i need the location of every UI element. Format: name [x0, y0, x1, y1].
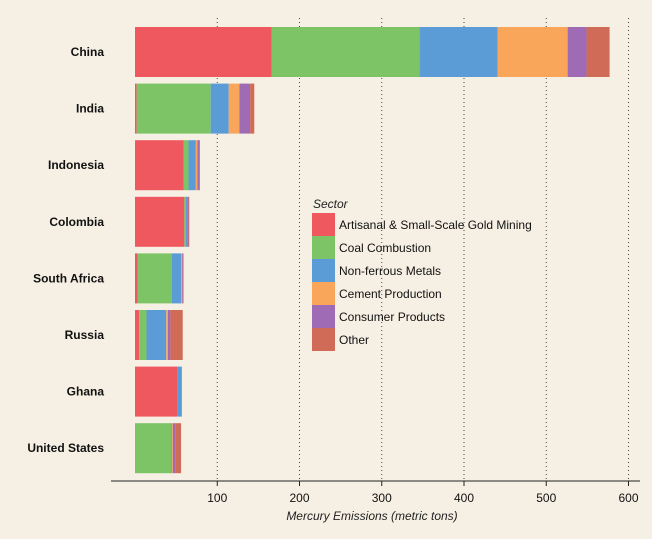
bar-indonesia-cement-production: [195, 140, 198, 191]
category-label-united-states: United States: [27, 441, 104, 455]
category-label-colombia: Colombia: [49, 215, 104, 229]
legend-items: Artisanal & Small-Scale Gold Mining Coal …: [312, 213, 532, 351]
bar-ghana-artisanal-and-small-scale-gold-mining: [135, 366, 178, 417]
x-tick-label-500: 500: [536, 491, 556, 505]
bar-united-states-non-ferrous-metals: [171, 423, 173, 474]
bar-china-artisanal-and-small-scale-gold-mining: [135, 27, 272, 77]
legend-label-cement-production: Cement Production: [339, 287, 442, 301]
category-labels: China India Indonesia Colombia South Africa R…: [27, 45, 104, 455]
bar-colombia-consumer-products: [187, 196, 189, 247]
x-axis: 100 200 300 400 500 600: [111, 480, 640, 505]
x-tick-label-300: 300: [372, 491, 392, 505]
bar-indonesia-consumer-products: [197, 140, 200, 191]
legend-swatch-coal-combustion: [312, 236, 335, 259]
bar-united-states-cement-production: [172, 423, 173, 474]
bar-south-africa-other: [182, 253, 184, 304]
legend-title: Sector: [313, 197, 349, 211]
bar-india-coal-combustion: [136, 83, 211, 134]
bar-south-africa-cement-production: [181, 253, 182, 304]
bar-south-africa-non-ferrous-metals: [172, 253, 182, 304]
bar-indonesia-artisanal-and-small-scale-gold-mining: [135, 140, 184, 191]
bar-russia-consumer-products: [167, 310, 171, 360]
legend-label-consumer-products: Consumer Products: [339, 310, 445, 324]
bar-indonesia-coal-combustion: [183, 140, 189, 191]
bar-india-other: [250, 83, 255, 134]
legend-label-coal-combustion: Coal Combustion: [339, 241, 431, 255]
legend-swatch-cement-production: [312, 282, 335, 305]
bar-colombia-non-ferrous-metals: [185, 196, 188, 247]
category-label-china: China: [71, 45, 105, 59]
bar-india-cement-production: [228, 83, 240, 134]
legend-swatch-consumer-products: [312, 305, 335, 328]
category-label-indonesia: Indonesia: [48, 158, 104, 172]
bar-colombia-artisanal-and-small-scale-gold-mining: [135, 196, 185, 247]
legend: Sector Artisanal & Small-Scale Gold Mini…: [312, 197, 532, 351]
legend-swatch-other: [312, 328, 335, 351]
legend-swatch-non-ferrous-metals: [312, 259, 335, 282]
legend-label-non-ferrous-metals: Non-ferrous Metals: [339, 264, 441, 278]
x-tick-label-100: 100: [207, 491, 227, 505]
bar-india-artisanal-and-small-scale-gold-mining: [135, 83, 137, 134]
bar-south-africa-artisanal-and-small-scale-gold-mining: [135, 253, 138, 304]
bar-russia-other: [170, 310, 183, 360]
bar-china-coal-combustion: [271, 27, 420, 77]
bar-india-non-ferrous-metals: [210, 83, 229, 134]
bar-russia-coal-combustion: [139, 310, 147, 360]
bar-russia-non-ferrous-metals: [146, 310, 167, 360]
category-label-south-africa: South Africa: [33, 271, 104, 285]
bar-colombia-coal-combustion: [184, 196, 186, 247]
bar-china-non-ferrous-metals: [419, 27, 498, 77]
bar-south-africa-consumer-products: [181, 253, 183, 304]
bar-united-states-coal-combustion: [135, 423, 172, 474]
bar-indonesia-non-ferrous-metals: [188, 140, 196, 191]
bar-china-consumer-products: [567, 27, 587, 77]
x-tick-label-200: 200: [289, 491, 309, 505]
legend-label-other: Other: [339, 333, 369, 347]
bars: [135, 27, 610, 474]
category-label-india: India: [76, 102, 104, 116]
category-label-russia: Russia: [65, 328, 105, 342]
bar-south-africa-coal-combustion: [137, 253, 173, 304]
bar-india-consumer-products: [239, 83, 251, 134]
legend-swatch-artisanal-and-small-scale-gold-mining: [312, 213, 335, 236]
legend-label-artisanal-and-small-scale-gold-mining: Artisanal & Small-Scale Gold Mining: [339, 218, 532, 232]
bar-united-states-consumer-products: [172, 423, 176, 474]
x-axis-title: Mercury Emissions (metric tons): [286, 509, 457, 523]
x-tick-label-600: 600: [618, 491, 638, 505]
bar-colombia-other: [188, 196, 190, 247]
bar-ghana-non-ferrous-metals: [177, 366, 182, 417]
category-label-ghana: Ghana: [67, 385, 105, 399]
bar-russia-cement-production: [166, 310, 168, 360]
bar-china-cement-production: [497, 27, 568, 77]
bar-united-states-other: [175, 423, 182, 474]
bar-russia-artisanal-and-small-scale-gold-mining: [135, 310, 140, 360]
x-tick-label-400: 400: [454, 491, 474, 505]
bar-china-other: [586, 27, 610, 77]
bar-indonesia-other: [199, 140, 200, 191]
